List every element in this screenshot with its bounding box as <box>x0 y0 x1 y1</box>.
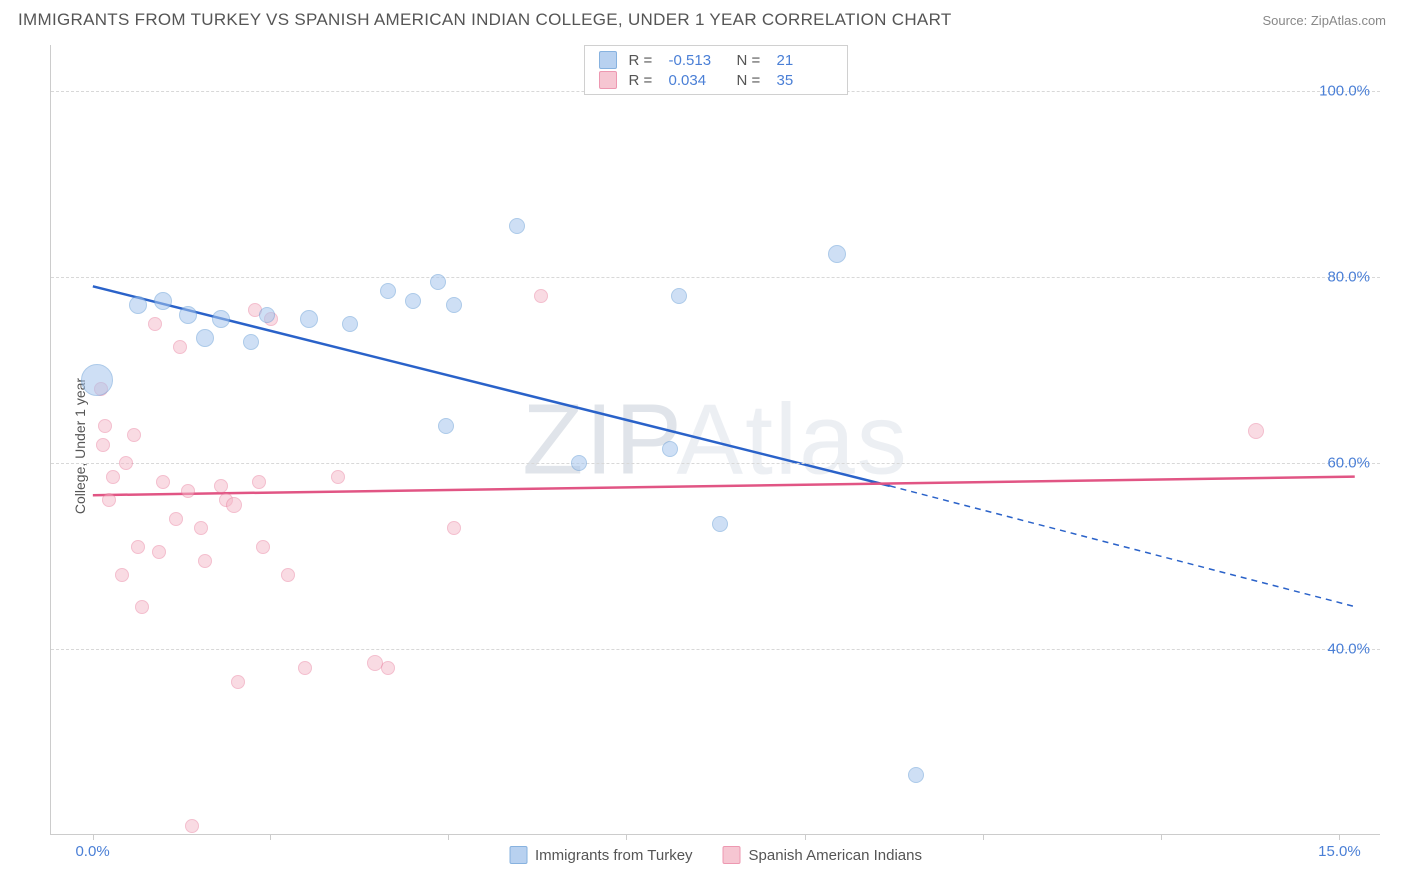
scatter-point <box>1248 423 1264 439</box>
scatter-point <box>194 521 208 535</box>
scatter-point <box>148 317 162 331</box>
blue-r-value: -0.513 <box>669 52 725 69</box>
r-label: R = <box>629 52 657 69</box>
chart-plot-area: ZIPAtlas 40.0%60.0%80.0%100.0% 0.0%15.0%… <box>50 45 1380 835</box>
scatter-point <box>381 661 395 675</box>
scatter-point <box>127 428 141 442</box>
scatter-point <box>135 600 149 614</box>
xtick-label-right: 15.0% <box>1318 843 1361 860</box>
scatter-point <box>96 438 110 452</box>
stats-row-pink: R = 0.034 N = 35 <box>599 70 833 90</box>
scatter-point <box>106 470 120 484</box>
scatter-point <box>662 441 678 457</box>
xtick <box>448 834 449 840</box>
scatter-point <box>196 329 214 347</box>
source-label: Source: ZipAtlas.com <box>1262 13 1386 28</box>
scatter-point <box>154 292 172 310</box>
xtick <box>270 834 271 840</box>
blue-n-value: 21 <box>777 52 833 69</box>
blue-swatch-icon <box>599 51 617 69</box>
scatter-point <box>331 470 345 484</box>
gridline-h <box>51 463 1380 464</box>
scatter-point <box>300 310 318 328</box>
scatter-point <box>509 218 525 234</box>
pink-swatch-icon <box>723 846 741 864</box>
scatter-point <box>447 521 461 535</box>
scatter-point <box>129 296 147 314</box>
scatter-point <box>446 297 462 313</box>
scatter-point <box>534 289 548 303</box>
scatter-point <box>226 497 242 513</box>
xtick <box>805 834 806 840</box>
scatter-point <box>98 419 112 433</box>
scatter-point <box>156 475 170 489</box>
scatter-point <box>712 516 728 532</box>
watermark-text: ZIPAtlas <box>522 382 908 497</box>
scatter-point <box>152 545 166 559</box>
xtick <box>626 834 627 840</box>
scatter-point <box>179 306 197 324</box>
trend-line <box>890 486 1355 607</box>
ytick-label: 40.0% <box>1327 641 1370 658</box>
scatter-point <box>828 245 846 263</box>
ytick-label: 60.0% <box>1327 455 1370 472</box>
ytick-label: 80.0% <box>1327 269 1370 286</box>
scatter-point <box>185 819 199 833</box>
scatter-point <box>231 675 245 689</box>
xtick <box>93 834 94 840</box>
xtick-label-left: 0.0% <box>75 843 109 860</box>
xtick <box>1161 834 1162 840</box>
scatter-point <box>212 310 230 328</box>
blue-swatch-icon <box>509 846 527 864</box>
n-label: N = <box>737 72 765 89</box>
pink-r-value: 0.034 <box>669 72 725 89</box>
scatter-point <box>198 554 212 568</box>
pink-n-value: 35 <box>777 72 833 89</box>
scatter-point <box>81 364 113 396</box>
scatter-point <box>115 568 129 582</box>
scatter-point <box>243 334 259 350</box>
stats-row-blue: R = -0.513 N = 21 <box>599 50 833 70</box>
legend-item-pink: Spanish American Indians <box>723 846 922 864</box>
correlation-stats-box: R = -0.513 N = 21 R = 0.034 N = 35 <box>584 45 848 95</box>
scatter-point <box>173 340 187 354</box>
ytick-label: 100.0% <box>1319 83 1370 100</box>
scatter-point <box>256 540 270 554</box>
gridline-h <box>51 649 1380 650</box>
pink-swatch-icon <box>599 71 617 89</box>
scatter-point <box>214 479 228 493</box>
scatter-point <box>102 493 116 507</box>
scatter-point <box>380 283 396 299</box>
scatter-point <box>405 293 421 309</box>
scatter-point <box>119 456 133 470</box>
scatter-point <box>281 568 295 582</box>
scatter-point <box>908 767 924 783</box>
bottom-legend: Immigrants from Turkey Spanish American … <box>509 846 922 864</box>
scatter-point <box>571 455 587 471</box>
chart-title: IMMIGRANTS FROM TURKEY VS SPANISH AMERIC… <box>18 10 952 30</box>
scatter-point <box>298 661 312 675</box>
legend-label-pink: Spanish American Indians <box>749 847 922 864</box>
scatter-point <box>438 418 454 434</box>
scatter-point <box>169 512 183 526</box>
n-label: N = <box>737 52 765 69</box>
r-label: R = <box>629 72 657 89</box>
legend-label-blue: Immigrants from Turkey <box>535 847 693 864</box>
gridline-h <box>51 277 1380 278</box>
scatter-point <box>430 274 446 290</box>
xtick <box>1339 834 1340 840</box>
trend-line <box>93 477 1355 496</box>
scatter-point <box>342 316 358 332</box>
scatter-point <box>131 540 145 554</box>
legend-item-blue: Immigrants from Turkey <box>509 846 693 864</box>
scatter-point <box>252 475 266 489</box>
trend-lines-svg <box>51 45 1380 834</box>
scatter-point <box>671 288 687 304</box>
scatter-point <box>259 307 275 323</box>
xtick <box>983 834 984 840</box>
scatter-point <box>181 484 195 498</box>
